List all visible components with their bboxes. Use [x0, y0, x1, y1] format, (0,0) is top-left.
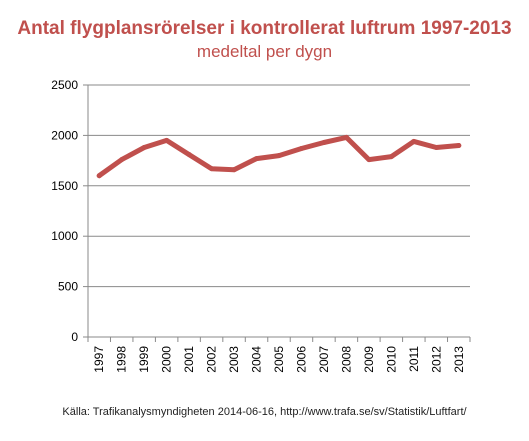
y-tick-label: 2000	[51, 128, 78, 142]
x-tick-label: 1997	[92, 346, 106, 373]
x-tick-label: 2010	[384, 346, 398, 373]
y-tick-label: 500	[58, 280, 78, 294]
y-tick-label: 1500	[51, 179, 78, 193]
data-point	[411, 138, 417, 144]
line-chart: 0 500 1000 1500 2000 2500 1997 1998 1999 2000 200…	[51, 78, 471, 373]
data-point	[298, 146, 304, 152]
x-tick-labels: 1997 1998 1999 2000 2001 2002 2003 2004 2005 2006…	[92, 346, 466, 373]
x-tick-label: 1998	[115, 346, 129, 373]
x-tick-label: 2004	[250, 346, 264, 373]
y-tick-label: 2500	[51, 78, 78, 92]
y-tick-labels: 0 500 1000 1500 2000 2500	[51, 78, 78, 344]
data-point	[96, 173, 102, 179]
data-point	[343, 134, 349, 140]
data-point	[276, 153, 282, 159]
x-tick-label: 2006	[294, 346, 308, 373]
data-point	[209, 166, 215, 172]
gridlines	[88, 84, 470, 288]
x-tick-label: 2005	[272, 346, 286, 373]
x-tick-label: 2003	[227, 346, 241, 373]
data-point	[456, 142, 462, 148]
x-tick-label: 2011	[407, 346, 421, 372]
data-point	[231, 167, 237, 173]
data-point	[366, 157, 372, 163]
x-tick-label: 2000	[160, 346, 174, 373]
x-tick-label: 2012	[429, 346, 443, 373]
axes	[83, 84, 471, 342]
data-point	[141, 144, 147, 150]
chart-title: Antal flygplansrörelser i kontrollerat l…	[17, 18, 512, 39]
x-tick-label: 2002	[205, 346, 219, 373]
x-tick-label: 2008	[339, 346, 353, 373]
x-tick-label: 2007	[317, 346, 331, 373]
data-point	[164, 137, 170, 143]
source-note: Källa: Trafikanalysmyndigheten 2014-06-1…	[62, 406, 467, 418]
series	[96, 134, 462, 179]
data-point	[388, 154, 394, 160]
data-point	[186, 152, 192, 158]
data-point	[119, 157, 125, 163]
data-point	[254, 156, 260, 162]
data-point	[433, 144, 439, 150]
data-point	[321, 139, 327, 145]
y-tick-label: 1000	[51, 229, 78, 243]
x-tick-label: 2013	[452, 346, 466, 373]
x-tick-label: 1999	[137, 346, 151, 373]
x-tick-label: 2009	[362, 346, 376, 373]
chart-subtitle: medeltal per dygn	[196, 42, 333, 61]
x-tick-label: 2001	[182, 346, 196, 373]
y-tick-label: 0	[71, 330, 78, 344]
